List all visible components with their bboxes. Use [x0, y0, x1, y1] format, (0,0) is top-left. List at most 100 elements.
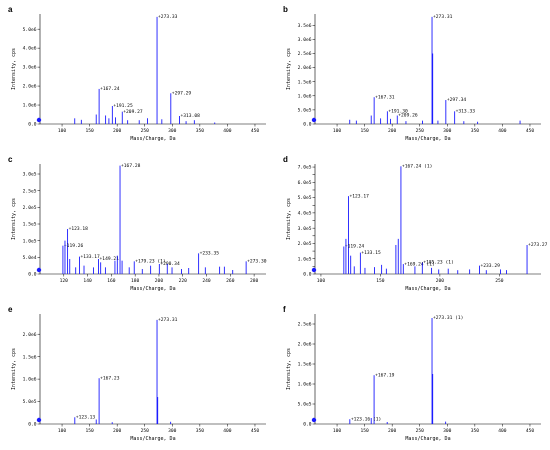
y-tick-label: 2.0e6 [298, 65, 312, 71]
y-tick-label: 5.0e4 [23, 255, 37, 261]
spectrum-panel-d: d 0.0 1.0e5 2.0e5 3.0e5 4.0e5 5.0e5 6.0e5 7.0e5 1… [283, 155, 548, 292]
x-tick-label: 300 [443, 428, 452, 434]
y-tick-label: 1.5e6 [298, 79, 312, 85]
peak-label: +179.23 (1) [135, 259, 165, 265]
x-tick-label: 350 [196, 428, 205, 434]
y-tick-label: 1.0e6 [23, 377, 37, 383]
spectrum-panel-b: b 0.0 5.0e5 1.0e6 1.5e6 2.0e6 2.5e6 3.0e6 3.5e6 1… [283, 5, 541, 142]
panel-letter: a [8, 5, 13, 14]
axis-marker-dot [311, 117, 317, 123]
peak-label: +273.30 [247, 259, 267, 265]
x-tick-label: 120 [60, 278, 69, 284]
x-tick-label: 200 [155, 278, 164, 284]
peak-label: +119.24 [345, 244, 365, 250]
y-tick-label: 0.0 [28, 122, 37, 128]
y-tick-label: 3.0e6 [23, 65, 37, 71]
x-tick-label: 200 [388, 128, 397, 134]
x-tick-label: 450 [526, 428, 535, 434]
peak-label: +167.23 [100, 375, 120, 381]
y-tick-label: 1.0e5 [298, 256, 312, 262]
y-tick-label: 1.5e5 [23, 222, 37, 228]
x-tick-label: 250 [416, 128, 425, 134]
axis-marker-dot [36, 417, 42, 423]
axis-marker-dot [36, 267, 42, 273]
axes-frame [39, 164, 266, 275]
y-tick-label: 5.0e5 [298, 107, 312, 113]
x-tick-label: 100 [333, 128, 342, 134]
x-tick-label: 220 [179, 278, 188, 284]
panel-letter: c [8, 155, 13, 164]
x-axis-title: Mass/Charge, Da [130, 436, 175, 442]
peak-label: +273.31 [433, 14, 453, 20]
peak-label: +233.35 [200, 251, 220, 257]
y-axis-title: Intensity, cps [286, 348, 292, 390]
y-tick-label: 3.0e5 [23, 172, 37, 178]
peak-label: +191.25 [113, 103, 133, 109]
y-tick-label: 2.5e6 [298, 322, 312, 328]
y-tick-label: 2.0e5 [23, 205, 37, 211]
x-tick-label: 250 [141, 128, 150, 134]
y-tick-label: 1.0e6 [23, 103, 37, 109]
x-axis-title: Mass/Charge, Da [405, 136, 450, 142]
x-tick-label: 300 [443, 128, 452, 134]
spectrum-panel-e: e 0.0 5.0e5 1.0e6 1.5e6 2.0e6 100 150 200 250 300 3… [8, 305, 266, 442]
x-axis-title: Mass/Charge, Da [405, 436, 450, 442]
peak-label: +273.31 [158, 317, 178, 323]
x-tick-label: 180 [131, 278, 140, 284]
panel-letter: b [283, 5, 288, 14]
x-tick-label: 250 [141, 428, 150, 434]
peak-label: +123.17 [350, 193, 370, 199]
y-tick-label: 1.0e6 [298, 93, 312, 99]
x-tick-label: 200 [113, 128, 122, 134]
y-tick-label: 5.0e5 [298, 195, 312, 201]
y-tick-label: 0.0 [303, 272, 312, 278]
x-tick-label: 400 [498, 128, 507, 134]
peak-label: +209.26 [398, 113, 418, 119]
spectrum-panel-a: a 0.0 1.0e6 2.0e6 3.0e6 4.0e6 5.0e6 100 150 200 25… [8, 5, 266, 142]
y-tick-label: 6.0e5 [298, 180, 312, 186]
x-tick-label: 100 [333, 428, 342, 434]
x-tick-label: 150 [376, 278, 385, 284]
x-axis-title: Mass/Charge, Da [130, 286, 175, 292]
y-tick-label: 2.5e6 [298, 51, 312, 57]
axes-frame [314, 14, 541, 125]
x-tick-label: 200 [436, 278, 445, 284]
x-tick-label: 200 [113, 428, 122, 434]
peak-label: +167.24 (1) [402, 163, 432, 169]
x-tick-label: 100 [58, 128, 67, 134]
axis-marker-dot [311, 267, 317, 273]
y-tick-label: 2.0e5 [298, 241, 312, 247]
y-tick-label: 2.0e6 [23, 84, 37, 90]
peak-label: +273.33 [158, 14, 178, 20]
peak-label: +233.29 [480, 263, 500, 269]
x-tick-label: 200 [388, 428, 397, 434]
panel-letter: d [283, 155, 288, 164]
x-tick-label: 300 [168, 128, 177, 134]
peak-label: +313.33 [456, 109, 476, 115]
x-tick-label: 150 [360, 128, 369, 134]
y-tick-label: 4.0e5 [298, 210, 312, 216]
panel-letter: e [8, 305, 13, 314]
y-tick-label: 1.5e6 [23, 354, 37, 360]
peak-label: +167.28 [121, 163, 141, 169]
peak-label: +123.18 [69, 226, 89, 232]
y-axis-title: Intensity, cps [286, 48, 292, 90]
peak-label: +209.27 [123, 109, 143, 115]
panel-letter: f [283, 305, 286, 314]
x-axis-title: Mass/Charge, Da [130, 136, 175, 142]
x-tick-label: 150 [85, 128, 94, 134]
x-tick-label: 300 [168, 428, 177, 434]
y-tick-label: 3.0e6 [298, 37, 312, 43]
y-axis-title: Intensity, cps [11, 198, 17, 240]
y-tick-label: 3.5e6 [298, 23, 312, 29]
x-tick-label: 160 [107, 278, 116, 284]
x-tick-label: 400 [223, 128, 232, 134]
y-tick-label: 2.0e6 [298, 342, 312, 348]
x-tick-label: 150 [360, 428, 369, 434]
peak-label: +313.08 [181, 113, 201, 119]
y-tick-label: 2.0e6 [23, 332, 37, 338]
x-tick-label: 400 [498, 428, 507, 434]
y-tick-label: 0.0 [303, 422, 312, 428]
y-tick-label: 4.0e6 [23, 46, 37, 52]
y-axis-title: Intensity, cps [11, 348, 17, 390]
